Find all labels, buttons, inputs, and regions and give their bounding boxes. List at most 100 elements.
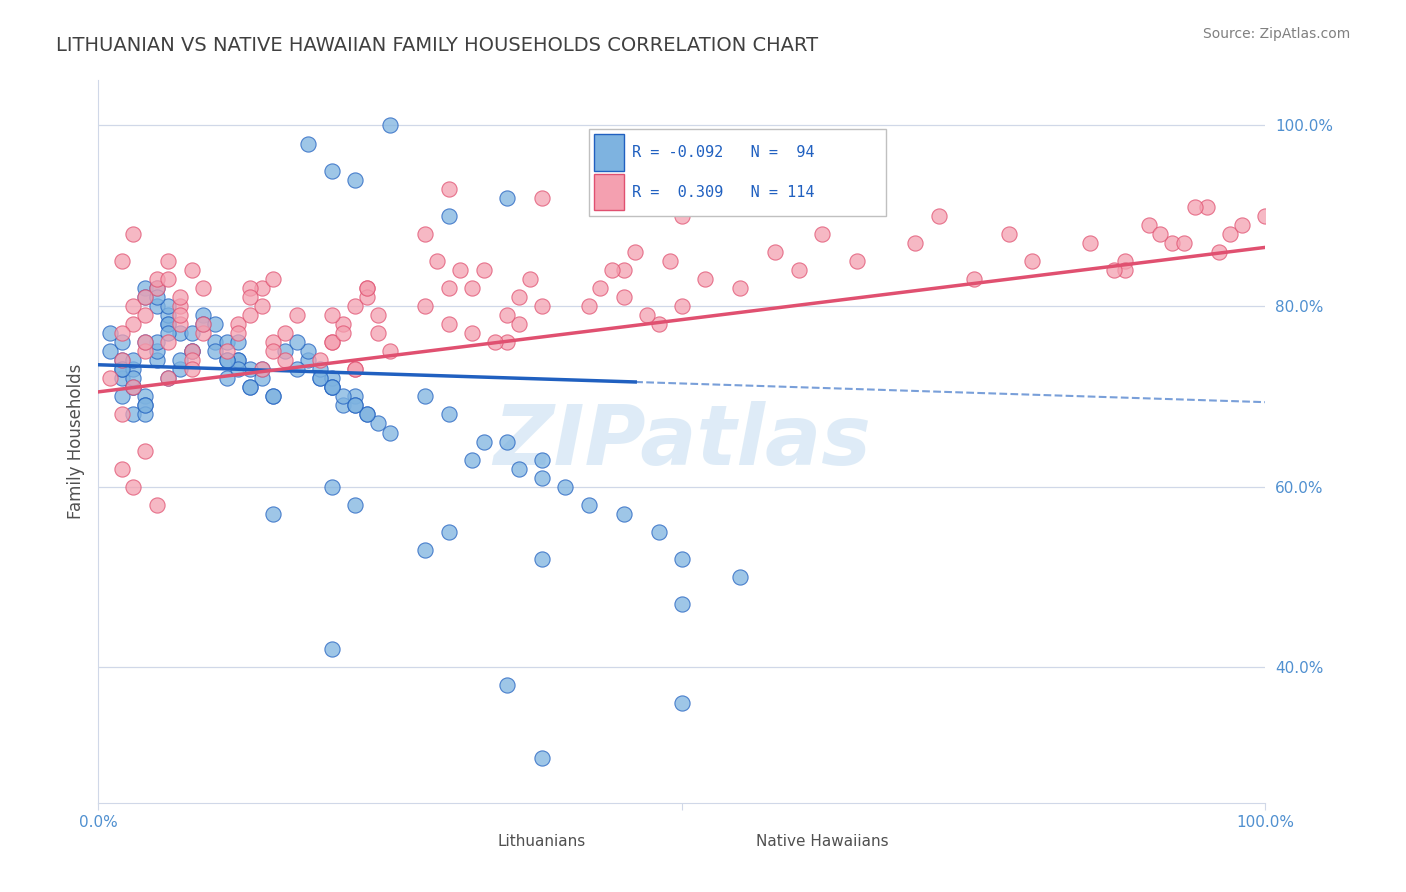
- Point: [146, 290, 169, 304]
- Point: [134, 443, 156, 458]
- Point: [811, 227, 834, 241]
- Point: [496, 335, 519, 350]
- Point: [228, 362, 250, 376]
- Point: [285, 308, 308, 322]
- Point: [134, 398, 156, 412]
- Point: [1149, 227, 1171, 241]
- Point: [554, 480, 576, 494]
- Text: Native Hawaiians: Native Hawaiians: [755, 834, 889, 849]
- Point: [613, 507, 636, 521]
- Text: R = -0.092   N =  94: R = -0.092 N = 94: [631, 145, 814, 160]
- Point: [321, 642, 343, 657]
- Point: [496, 678, 519, 692]
- Point: [321, 335, 343, 350]
- Point: [472, 434, 495, 449]
- Point: [169, 362, 191, 376]
- Point: [134, 335, 156, 350]
- Point: [1208, 244, 1230, 259]
- Text: LITHUANIAN VS NATIVE HAWAIIAN FAMILY HOUSEHOLDS CORRELATION CHART: LITHUANIAN VS NATIVE HAWAIIAN FAMILY HOU…: [56, 36, 818, 54]
- Point: [496, 191, 519, 205]
- Point: [239, 308, 262, 322]
- Point: [180, 326, 202, 341]
- Point: [146, 335, 169, 350]
- Point: [321, 308, 343, 322]
- Point: [122, 380, 145, 394]
- Point: [1254, 209, 1277, 223]
- Point: [309, 371, 332, 385]
- Point: [321, 380, 343, 394]
- Point: [344, 362, 367, 376]
- Point: [928, 209, 950, 223]
- Point: [671, 299, 693, 313]
- Point: [111, 461, 134, 475]
- Point: [344, 172, 367, 186]
- Point: [169, 290, 191, 304]
- Point: [122, 380, 145, 394]
- Point: [146, 299, 169, 313]
- Point: [367, 308, 389, 322]
- Point: [134, 290, 156, 304]
- Point: [624, 244, 647, 259]
- Point: [787, 263, 810, 277]
- Point: [169, 299, 191, 313]
- FancyBboxPatch shape: [595, 135, 624, 170]
- Point: [239, 380, 262, 394]
- Point: [285, 335, 308, 350]
- Point: [647, 317, 669, 331]
- Point: [1195, 200, 1218, 214]
- Point: [413, 299, 436, 313]
- Point: [530, 452, 553, 467]
- Point: [157, 326, 180, 341]
- Point: [321, 380, 343, 394]
- Point: [321, 335, 343, 350]
- Point: [1173, 235, 1195, 250]
- Point: [262, 389, 284, 403]
- Point: [437, 181, 460, 195]
- Point: [180, 353, 202, 368]
- Point: [344, 299, 367, 313]
- FancyBboxPatch shape: [728, 841, 763, 859]
- Point: [437, 408, 460, 422]
- Point: [508, 317, 530, 331]
- Point: [332, 389, 354, 403]
- Point: [344, 389, 367, 403]
- Point: [578, 498, 600, 512]
- Point: [239, 380, 262, 394]
- Point: [262, 344, 284, 359]
- Point: [426, 254, 449, 268]
- Point: [846, 254, 869, 268]
- Point: [111, 335, 134, 350]
- Point: [461, 452, 484, 467]
- Point: [356, 290, 378, 304]
- Point: [215, 353, 238, 368]
- Point: [215, 344, 238, 359]
- Point: [180, 362, 202, 376]
- Text: ZIPatlas: ZIPatlas: [494, 401, 870, 482]
- Point: [215, 371, 238, 385]
- Point: [157, 272, 180, 286]
- Text: R =  0.309   N = 114: R = 0.309 N = 114: [631, 185, 814, 200]
- Point: [146, 281, 169, 295]
- Text: Lithuanians: Lithuanians: [498, 834, 586, 849]
- Point: [134, 408, 156, 422]
- Point: [344, 398, 367, 412]
- Point: [309, 362, 332, 376]
- Point: [578, 299, 600, 313]
- Point: [484, 335, 506, 350]
- Point: [461, 281, 484, 295]
- Point: [332, 326, 354, 341]
- Point: [146, 353, 169, 368]
- Point: [695, 272, 717, 286]
- Point: [671, 209, 693, 223]
- Point: [169, 353, 191, 368]
- Point: [730, 570, 752, 584]
- Point: [449, 263, 471, 277]
- Point: [134, 389, 156, 403]
- Point: [146, 344, 169, 359]
- Point: [250, 281, 273, 295]
- Point: [169, 317, 191, 331]
- Point: [600, 263, 623, 277]
- Point: [180, 344, 202, 359]
- Point: [134, 290, 156, 304]
- Point: [1080, 235, 1102, 250]
